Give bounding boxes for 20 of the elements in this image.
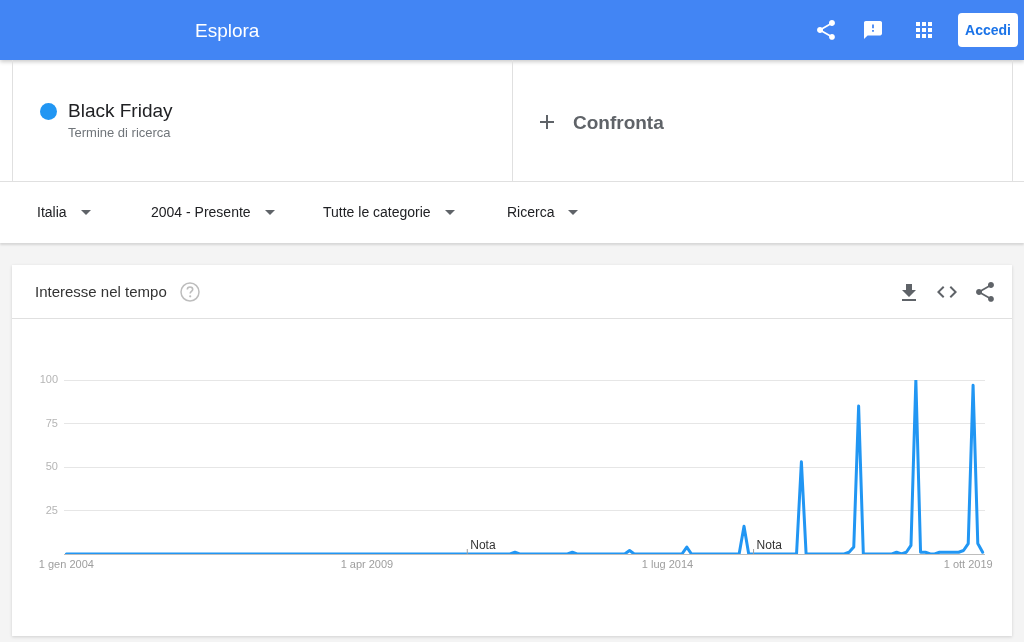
y-tick-label: 75: [45, 416, 58, 429]
x-tick-label: 1 ott 2019: [943, 557, 993, 570]
annotation: Nota: [756, 538, 783, 552]
text: Italia: [37, 203, 67, 221]
text: Tutte le categorie: [323, 203, 431, 221]
y-tick-label: 100: [39, 373, 58, 386]
chart-title: Interesse nel tempo: [35, 283, 167, 301]
x-tick-label: 1 lug 2014: [641, 557, 694, 570]
x-tick-label: 1 gen 2004: [38, 557, 94, 570]
text: Ricerca: [507, 203, 555, 221]
y-tick-label: 25: [45, 503, 58, 516]
y-tick-label: 50: [45, 460, 58, 473]
text: Esplora: [195, 19, 260, 43]
legend-label: Black Friday: [68, 99, 173, 123]
text: Accedi: [965, 21, 1011, 39]
annotation: Nota: [470, 538, 496, 552]
text: 2004 - Presente: [151, 203, 251, 221]
text: Confronta: [573, 111, 664, 135]
x-tick-label: 1 apr 2009: [340, 557, 394, 570]
text: Termine di ricerca: [68, 125, 171, 141]
